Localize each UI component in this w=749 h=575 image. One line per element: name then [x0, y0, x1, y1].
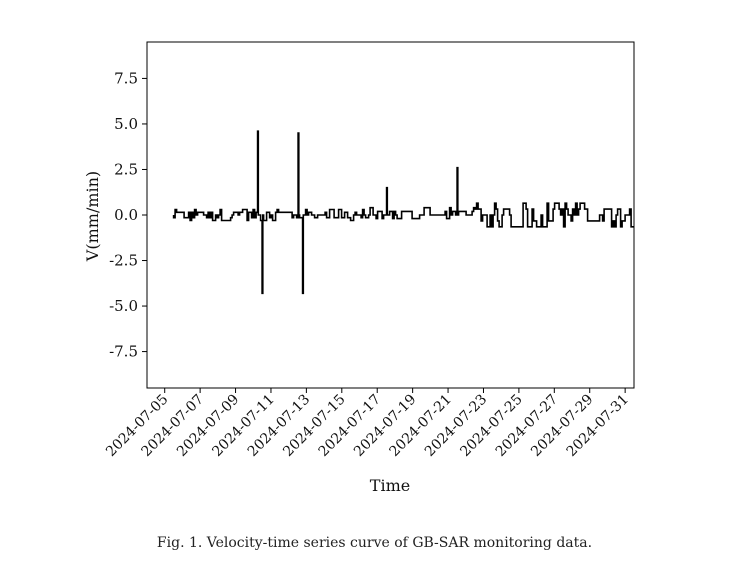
figure-caption: Fig. 1. Velocity-time series curve of GB… [156, 535, 593, 551]
velocity-time-chart: 7.5 5.0 2.5 0.0 -2.5 -5.0 -7.5 2024-07-052024-… [83, 41, 635, 495]
y-axis: 7.5 5.0 2.5 0.0 -2.5 -5.0 -7.5 [109, 69, 147, 361]
y-tick-label: -2.5 [109, 252, 138, 270]
y-tick-label: -5.0 [109, 297, 138, 315]
y-tick-label: 0.0 [114, 206, 138, 224]
y-tick-label: 5.0 [114, 115, 138, 133]
y-tick-label: 7.5 [114, 69, 138, 87]
y-axis-label: V(mm/min) [83, 171, 102, 262]
series-line [172, 130, 634, 295]
x-axis-label: Time [370, 476, 410, 495]
y-tick-label: 2.5 [114, 160, 138, 178]
velocity-series [172, 130, 634, 295]
y-tick-label: -7.5 [109, 343, 138, 361]
x-axis: 2024-07-052024-07-072024-07-092024-07-11… [103, 388, 632, 460]
